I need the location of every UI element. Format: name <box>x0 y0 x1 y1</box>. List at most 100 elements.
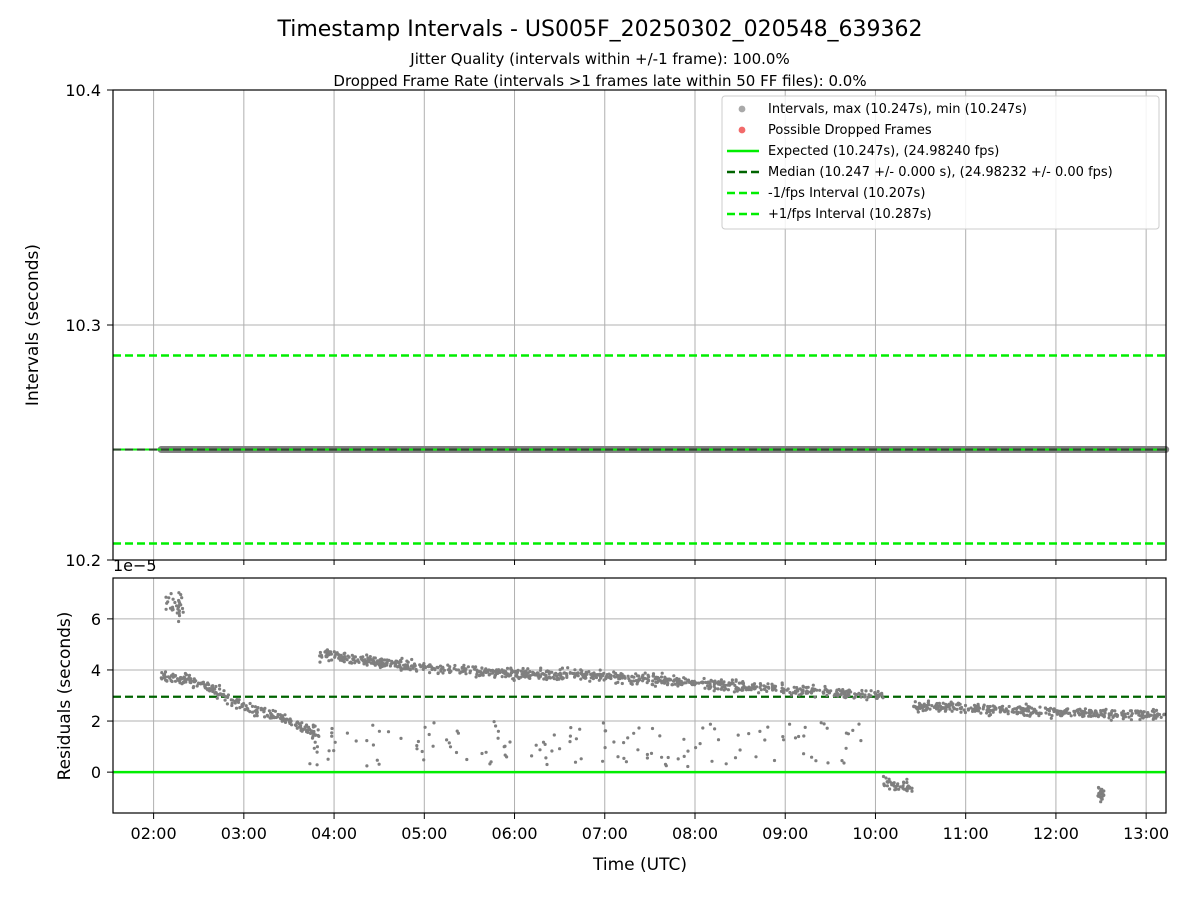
residual-point <box>327 659 331 663</box>
residual-point <box>1129 709 1133 713</box>
residual-point <box>604 729 608 733</box>
residual-point <box>589 672 593 677</box>
residual-point <box>203 683 207 687</box>
residual-point <box>608 675 613 679</box>
residual-point <box>905 787 909 791</box>
residuals-axes-frame <box>112 577 1167 814</box>
residual-point <box>800 691 805 695</box>
residual-point <box>1154 708 1159 713</box>
residual-point <box>921 709 925 713</box>
residual-point <box>1059 712 1063 716</box>
residual-point <box>330 731 334 735</box>
residual-point <box>474 675 478 679</box>
residual-point <box>1049 716 1053 720</box>
residual-point <box>313 740 317 744</box>
residual-point <box>568 740 572 744</box>
residual-point <box>175 611 179 615</box>
residual-point <box>307 727 312 732</box>
residual-point <box>802 752 806 756</box>
residual-point <box>821 691 826 695</box>
residual-point <box>650 726 655 731</box>
residual-point <box>1138 718 1142 722</box>
residual-point <box>547 675 551 679</box>
residual-point <box>474 665 478 669</box>
residual-point <box>990 708 994 713</box>
residuals-x-tick-label: 05:00 <box>401 824 447 843</box>
residual-point <box>508 740 512 744</box>
residual-point <box>636 748 640 752</box>
residual-point <box>754 755 758 759</box>
residual-point <box>716 738 721 742</box>
residual-point <box>377 729 381 733</box>
residual-point <box>727 683 732 687</box>
residual-point <box>237 698 241 702</box>
residual-point <box>566 666 570 670</box>
residual-point <box>713 686 717 691</box>
residual-point <box>1052 707 1056 711</box>
intervals-y-ticks: 10.2 10.3 10.4 <box>65 81 113 570</box>
residual-point <box>637 674 641 678</box>
residual-point <box>436 665 440 670</box>
residual-point <box>860 688 864 693</box>
residual-point <box>755 685 759 689</box>
residual-point <box>494 724 498 728</box>
residual-point <box>758 682 763 686</box>
residual-point <box>353 659 357 663</box>
residual-point <box>368 655 372 659</box>
residuals-x-tick-label: 06:00 <box>491 824 537 843</box>
legend-intervals-marker <box>738 105 746 113</box>
residual-point <box>844 689 849 693</box>
residual-point <box>922 702 926 706</box>
residual-point <box>726 688 731 692</box>
residual-point <box>578 727 582 731</box>
residual-point <box>303 726 307 730</box>
residual-point <box>875 696 879 700</box>
residual-point <box>622 741 626 745</box>
residual-point <box>1022 712 1026 717</box>
residual-point <box>234 706 239 710</box>
residual-point <box>1095 712 1099 716</box>
residual-point <box>500 668 504 672</box>
residual-point <box>892 784 897 788</box>
residual-point <box>938 704 942 709</box>
residual-point <box>290 723 294 727</box>
residual-point <box>959 710 963 714</box>
residual-point <box>283 713 287 717</box>
residual-point <box>163 670 168 674</box>
residual-point <box>1072 709 1076 713</box>
residual-point <box>181 610 185 614</box>
residuals-grid <box>113 578 1166 813</box>
residual-point <box>1076 711 1081 715</box>
residual-point <box>953 707 957 711</box>
residual-point <box>881 774 886 779</box>
residual-point <box>763 738 767 742</box>
residual-point <box>686 764 690 769</box>
residual-point <box>550 670 554 674</box>
residual-point <box>744 688 749 692</box>
residual-point <box>318 660 322 664</box>
residual-point <box>703 686 707 690</box>
residual-point <box>459 670 463 674</box>
residual-point <box>446 668 450 672</box>
residual-point <box>955 707 959 712</box>
residual-point <box>183 671 187 676</box>
residual-point <box>812 688 817 692</box>
residual-point <box>757 691 761 695</box>
residual-point <box>568 734 573 738</box>
residual-point <box>412 662 417 666</box>
residual-point <box>215 696 219 700</box>
residual-point <box>1055 709 1059 713</box>
residual-point <box>330 658 334 662</box>
residual-point <box>612 674 616 678</box>
residual-point <box>352 655 356 659</box>
residual-point <box>436 671 440 676</box>
residual-point <box>671 683 675 687</box>
residual-point <box>1137 713 1141 717</box>
residual-point <box>390 659 394 664</box>
residual-point <box>1082 709 1087 713</box>
residual-point <box>979 711 983 715</box>
residual-point <box>555 674 559 679</box>
residuals-x-axis-label: Time (UTC) <box>592 855 687 875</box>
residual-point <box>614 681 618 685</box>
residual-point <box>988 713 993 717</box>
